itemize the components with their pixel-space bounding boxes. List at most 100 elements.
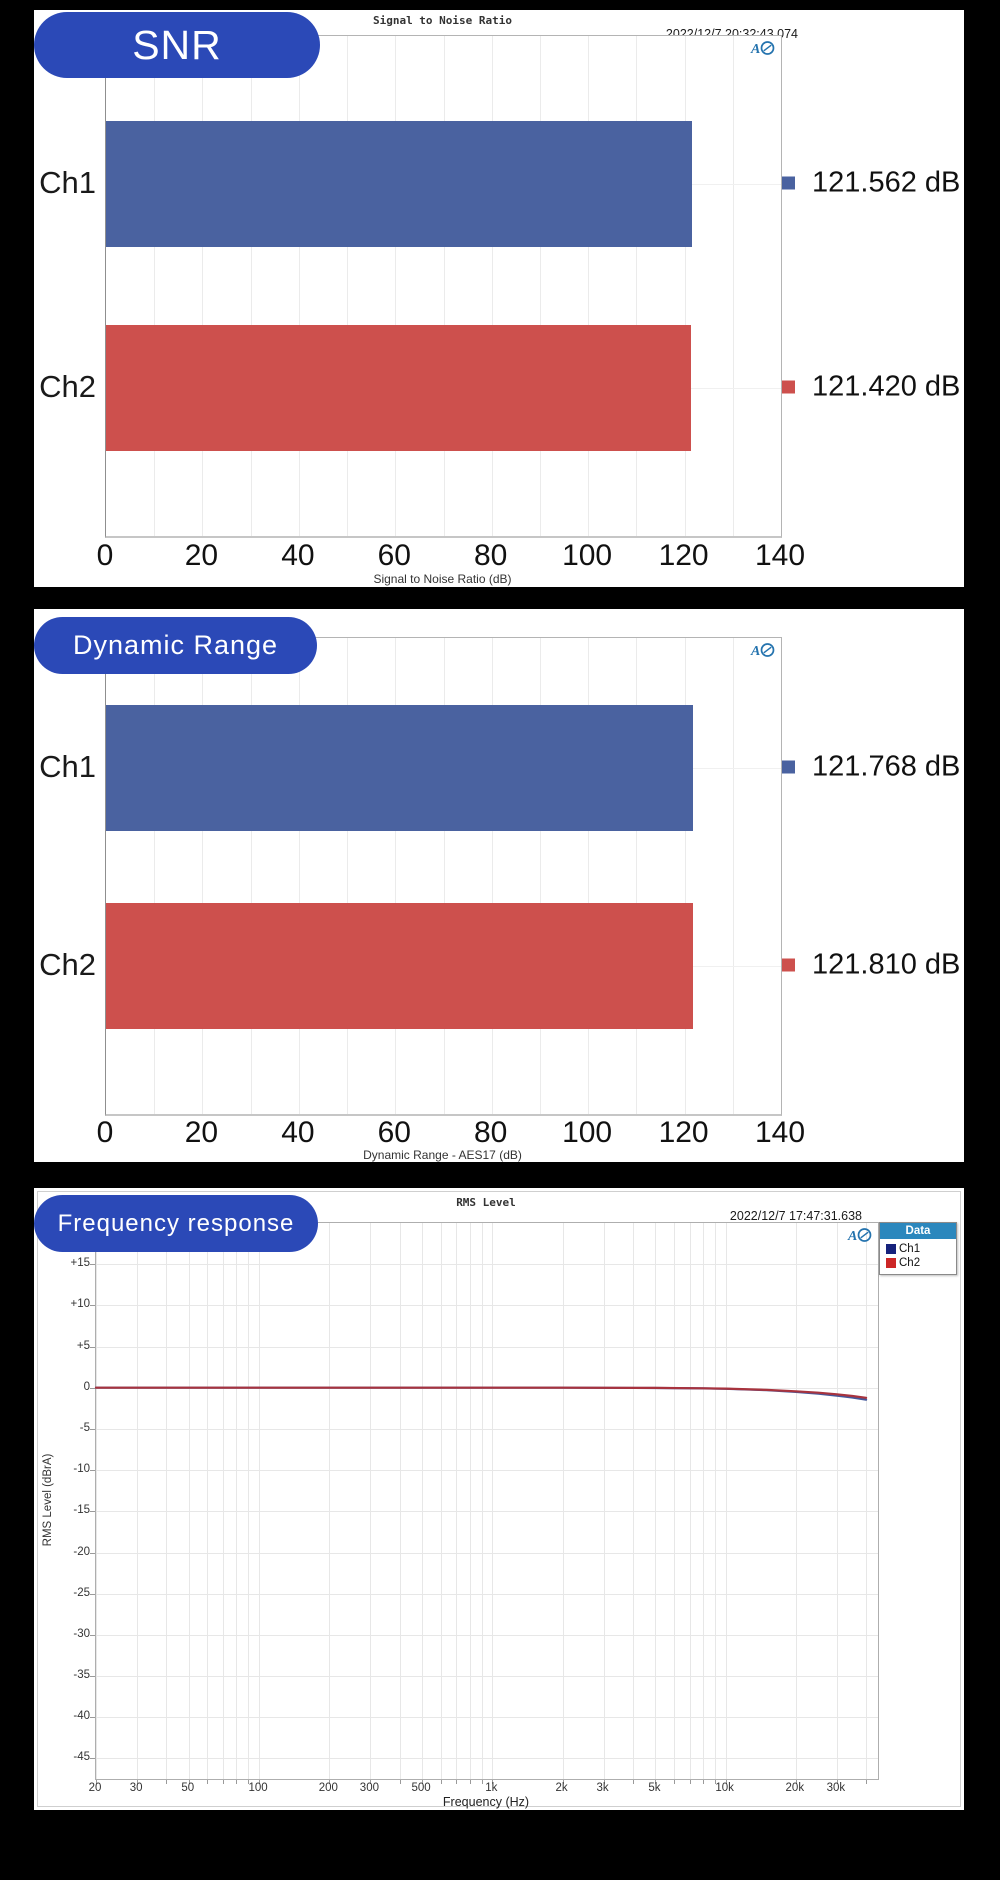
x-tick-label: 120: [658, 1116, 709, 1149]
gridline-vertical: [636, 638, 638, 1114]
gridline-vertical: [250, 36, 252, 536]
gridline-vertical: [732, 638, 734, 1114]
x-tick-mark: [492, 1780, 494, 1784]
snr-pill-label: SNR: [132, 21, 222, 68]
gridline-vertical: [866, 1223, 868, 1779]
y-tick-mark: [90, 1511, 95, 1513]
gridline-vertical: [456, 1223, 458, 1779]
gridline-horizontal: [96, 1470, 878, 1472]
gridline-vertical: [370, 1223, 372, 1779]
legend-entry-label: Ch1: [899, 1243, 921, 1255]
gridline-vertical: [703, 1223, 704, 1779]
gridline-vertical: [795, 1223, 797, 1779]
gridline-horizontal: [96, 1676, 878, 1677]
value-text: 121.562 dB: [812, 166, 961, 199]
legend-body: Ch1 Ch2: [880, 1239, 956, 1274]
gridline-vertical: [440, 1223, 442, 1779]
gridline-vertical: [562, 1223, 564, 1779]
y-tick-mark: [90, 1552, 95, 1554]
gridline-vertical: [422, 1223, 424, 1779]
frequency-response-title-pill: Frequency response: [34, 1195, 318, 1252]
value-text: 121.420 dB: [812, 370, 961, 403]
value-text: 121.768 dB: [812, 750, 961, 783]
bar-ch1: [106, 704, 694, 832]
y-tick-mark: [90, 1305, 95, 1307]
x-tick-mark: [836, 1780, 838, 1784]
x-tick-label: 100: [562, 1116, 613, 1149]
gridline-vertical: [673, 1223, 675, 1779]
value-marker: [782, 958, 795, 972]
x-tick-mark: [714, 1780, 716, 1784]
x-tick-label: 100: [248, 1782, 268, 1794]
x-tick-label: 0: [96, 1116, 114, 1149]
y-tick-label: -20: [73, 1545, 90, 1558]
gridline-horizontal: [96, 1758, 878, 1760]
gridline-vertical: [836, 1223, 838, 1779]
response-curves: [94, 1386, 868, 1401]
snr-chart-panel: SNR Signal to Noise Ratio 2022/12/7 20:3…: [34, 10, 964, 587]
x-tick-mark: [655, 1780, 657, 1784]
gridline-vertical: [236, 1223, 238, 1779]
gridline-vertical: [137, 1223, 139, 1779]
gridline-vertical: [491, 638, 493, 1114]
x-tick-label: 100: [562, 539, 613, 572]
x-tick-label: 60: [377, 539, 411, 572]
x-tick-mark: [689, 1780, 691, 1784]
gridline-vertical: [329, 1223, 331, 1779]
gridline-vertical: [714, 1223, 716, 1779]
gridline-vertical: [202, 638, 204, 1114]
gridline-vertical: [188, 1223, 190, 1779]
dynamic-range-x-axis-caption: Dynamic Range - AES17 (dB): [363, 1148, 522, 1162]
x-tick-label: 3k: [596, 1782, 609, 1794]
snr-chart-title: Signal to Noise Ratio: [372, 14, 513, 27]
category-label: Ch2: [39, 369, 96, 404]
gridline-vertical: [684, 36, 686, 536]
x-tick-label: 500: [411, 1782, 431, 1794]
y-tick-label: 0: [83, 1380, 90, 1393]
x-tick-mark: [137, 1780, 139, 1784]
y-tick-mark: [90, 1593, 95, 1595]
y-tick-mark: [90, 1387, 95, 1389]
y-tick-mark: [90, 1264, 95, 1266]
svg-text:A: A: [750, 644, 760, 658]
x-tick-mark: [248, 1780, 250, 1784]
x-tick-mark: [96, 1780, 97, 1784]
x-tick-mark: [703, 1780, 704, 1784]
y-tick-mark: [90, 1717, 95, 1719]
gridline-vertical: [202, 36, 204, 536]
x-tick-mark: [166, 1780, 168, 1784]
value-label: 121.420 dB: [782, 371, 960, 404]
x-tick-label: 40: [281, 1116, 315, 1149]
x-tick-label: 300: [359, 1782, 379, 1794]
x-tick-label: 200: [318, 1782, 338, 1794]
y-tick-label: -25: [73, 1586, 90, 1599]
x-tick-mark: [725, 1780, 727, 1784]
gridline-horizontal: [96, 1552, 878, 1554]
x-tick-label: 10k: [715, 1782, 734, 1794]
value-text: 121.810 dB: [812, 948, 961, 981]
category-label: Ch1: [39, 748, 96, 784]
x-tick-mark: [469, 1780, 471, 1784]
x-tick-mark: [562, 1780, 564, 1784]
frequency-response-chart-panel: Frequency response RMS Level 2022/12/7 1…: [34, 1188, 964, 1810]
y-tick-label: +10: [70, 1298, 90, 1311]
x-tick-label: 20: [184, 539, 219, 572]
x-tick-label: 80: [474, 1116, 508, 1149]
dynamic-range-x-axis-ticks: 0 20 40 60 80 100 120 140: [97, 1116, 805, 1150]
dynamic-range-value-labels: 121.768 dB 121.810 dB: [782, 637, 964, 1113]
rms-level-plot-area: A: [90, 1222, 879, 1784]
dynamic-range-category-labels: Ch1 Ch2: [34, 637, 98, 1113]
snr-x-axis-ticks: 0 20 40 60 80 100 120 140: [97, 539, 805, 573]
gridline-vertical: [248, 1223, 250, 1779]
gridline-vertical: [725, 1223, 727, 1779]
x-tick-label: 120: [658, 539, 709, 572]
rms-level-x-axis-caption: Frequency (Hz): [442, 1795, 530, 1809]
svg-text:A: A: [847, 1229, 857, 1244]
y-tick-mark: [90, 1470, 95, 1472]
x-tick-mark: [866, 1780, 868, 1784]
dynamic-range-chart-panel: Dynamic Range A Ch1 Ch2 121.768 dB 121.810…: [34, 609, 964, 1162]
x-tick-label: 80: [474, 539, 508, 572]
gridline-vertical: [492, 1223, 494, 1779]
gridline-vertical: [603, 1223, 605, 1779]
y-tick-label: -15: [73, 1504, 90, 1517]
